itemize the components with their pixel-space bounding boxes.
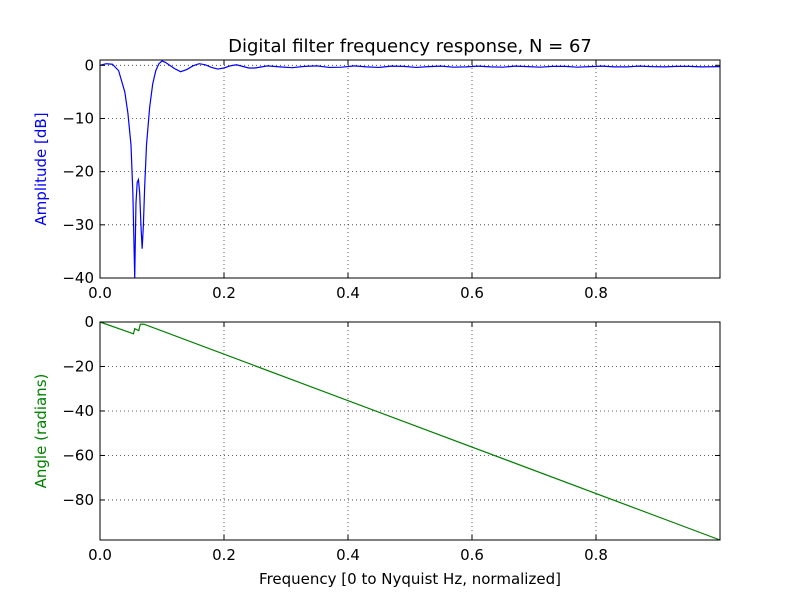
amplitude-title: Digital filter frequency response, N = 6… [228,36,592,57]
angle-xtick-label: 0.8 [584,546,608,564]
amplitude-xtick-label: 0.4 [336,284,360,302]
amplitude-axes: 0.0 0.2 0.4 0.6 0.8 0 −10 −20 −30 −40 Digital filt… [32,36,721,302]
angle-xlabel: Frequency [0 to Nyquist Hz, normalized] [259,570,561,588]
angle-frame [99,321,721,541]
amplitude-xtick-label: 0.8 [584,284,608,302]
amplitude-ytick-label: 0 [84,56,94,74]
amplitude-xtick-label: 0.2 [212,284,236,302]
angle-ytick-label: −20 [62,357,94,375]
amplitude-ytick-label: −20 [62,163,94,181]
angle-xtick-label: 0.0 [88,546,112,564]
amplitude-frame [99,59,721,279]
amplitude-series-line [99,60,721,279]
angle-ytick-label: 0 [84,313,94,331]
angle-xtick-label: 0.4 [336,546,360,564]
angle-xtick-label: 0.2 [212,546,236,564]
amplitude-xtick-label: 0.0 [88,284,112,302]
angle-ylabel: Angle (radians) [32,374,50,489]
amplitude-ytick-label: −30 [62,216,94,234]
angle-ytick-label: −80 [62,491,94,509]
amplitude-ylabel: Amplitude [dB] [32,112,50,225]
amplitude-ytick-label: −10 [62,109,94,127]
angle-ytick-label: −60 [62,446,94,464]
angle-xtick-label: 0.6 [460,546,484,564]
angle-axes: 0.0 0.2 0.4 0.6 0.8 0 −20 −40 −60 −80 Angle (radia… [32,313,721,588]
amplitude-ytick-label: −40 [62,269,94,287]
angle-series-line [99,321,721,541]
amplitude-xtick-label: 0.6 [460,284,484,302]
angle-ytick-label: −40 [62,402,94,420]
